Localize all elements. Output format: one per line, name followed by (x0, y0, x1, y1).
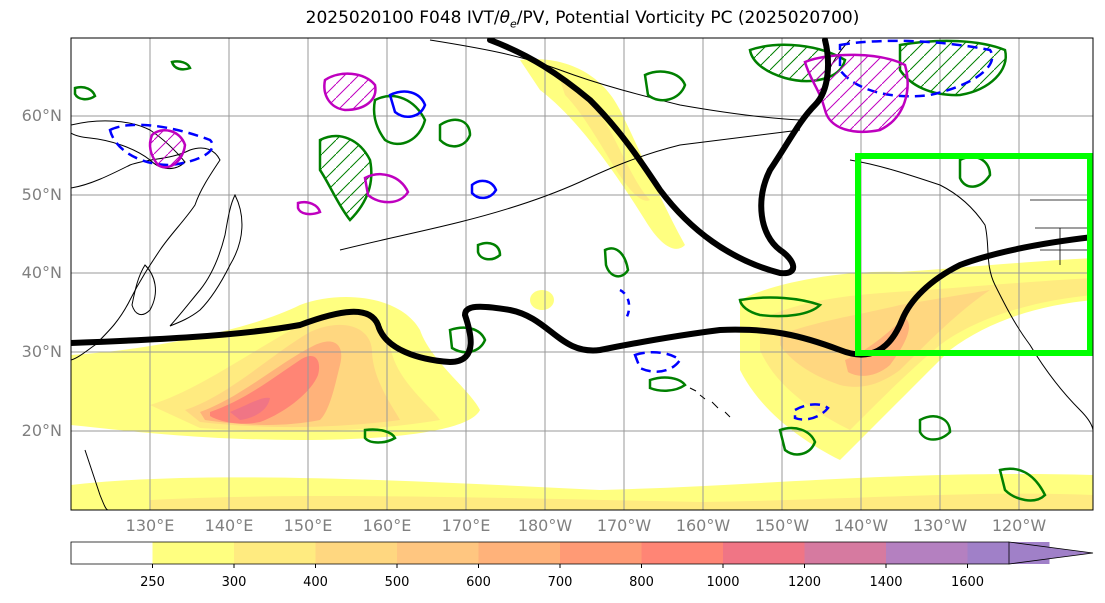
coastline-kamchatka (71, 120, 186, 169)
lat-label: 20°N (21, 421, 62, 440)
colorbar-segment (723, 542, 805, 564)
jet-contour (71, 38, 1093, 366)
colorbar-label: 1600 (950, 575, 985, 590)
map-area (71, 38, 1093, 510)
pv-green-contour (73, 85, 97, 101)
pv-green-contour (438, 118, 472, 148)
colorbar-segment (560, 542, 642, 564)
pv-green-contour (643, 70, 687, 102)
colorbar-label: 400 (303, 575, 328, 590)
colorbar-label: 1400 (869, 575, 903, 590)
title-prefix: 2025020100 F048 IVT/ (305, 8, 500, 28)
colorbar-label: 1200 (787, 575, 822, 590)
colorbar-label: 250 (140, 575, 165, 590)
lon-label: 170°E (441, 516, 491, 535)
lon-label: 150°W (754, 516, 810, 535)
pv-green-contour (170, 60, 192, 71)
highlight-box (855, 153, 1093, 356)
lon-label: 170°W (596, 516, 652, 535)
pv-blue-contour (793, 403, 830, 421)
lon-label: 140°E (204, 516, 254, 535)
ivt-west-core (210, 355, 320, 424)
colorbar-segment (234, 542, 316, 564)
colorbar-segment (804, 542, 887, 564)
colorbar-segment (315, 542, 398, 564)
pv-green-contour (372, 94, 427, 146)
ivt-alaska-streak (520, 59, 685, 249)
lat-label: 50°N (21, 185, 62, 204)
pv-magenta-contour (148, 129, 187, 169)
pv-blue-contour (108, 123, 214, 167)
lat-label: 30°N (21, 342, 62, 361)
colorbar-segment (886, 542, 968, 564)
coastline-asia (71, 147, 221, 361)
pv-green-contour (603, 247, 630, 278)
lon-label: 130°W (912, 516, 968, 535)
ivt-alaska-streak-core (560, 80, 650, 201)
pv-magenta-contours (148, 53, 909, 216)
coastline-japan (169, 193, 243, 327)
title-suffix: /PV, Potential Vorticity PC (2025020700) (516, 8, 860, 28)
colorbar-label: 700 (547, 575, 573, 590)
colorbar (70, 541, 1094, 568)
pv-magenta-contour (323, 72, 377, 112)
colorbar-label: 300 (221, 575, 247, 590)
pv-blue-contour (633, 351, 682, 373)
pv-contours (73, 39, 1047, 502)
lon-label: 160°E (362, 516, 412, 535)
lon-label: 180°W (517, 516, 573, 535)
title-theta-sub: e (510, 17, 517, 31)
pv-blue-contour (619, 288, 631, 321)
colorbar-label: 1000 (706, 575, 740, 590)
pv-green-contour (898, 39, 1008, 97)
lat-label: 40°N (21, 263, 62, 282)
map-title: 2025020100 F048 IVT/θe/PV, Potential Vor… (0, 8, 1105, 30)
lon-label: 150°E (283, 516, 333, 535)
colorbar-segment (641, 542, 724, 564)
colorbar-label: 500 (384, 575, 410, 590)
coastline-philippines (84, 449, 109, 510)
ivt-mid-small-blob (530, 290, 554, 310)
pv-green-contour (998, 467, 1047, 502)
state-borders (1030, 199, 1093, 265)
lon-label: 130°E (125, 516, 175, 535)
pv-green-contour (448, 326, 487, 354)
lon-label: 160°W (675, 516, 731, 535)
jet-contour-north (487, 38, 831, 277)
colorbar-segment (71, 542, 153, 564)
colorbar-label: 800 (629, 575, 654, 590)
coastline-korea (131, 264, 156, 316)
coastline-north-america (849, 159, 1093, 431)
pv-green-contour (918, 415, 952, 441)
pv-magenta-contour (296, 200, 322, 216)
lon-label: 120°W (991, 516, 1047, 535)
coastline-aleutians (339, 129, 801, 251)
pv-green-contour (363, 428, 397, 444)
ivt-west-peak (230, 397, 270, 420)
colorbar-extend-arrow (1008, 541, 1094, 565)
pv-green-contour (738, 296, 823, 318)
pv-green-contour (778, 426, 817, 456)
lon-label: 140°W (833, 516, 889, 535)
pv-blue-contour (388, 90, 427, 118)
pv-magenta-contour (363, 173, 410, 204)
map-frame (70, 37, 1094, 511)
colorbar-frame (70, 541, 1009, 565)
coastline-hawaii (689, 387, 731, 418)
pv-green-contour (648, 376, 687, 392)
pv-blue-contour (470, 179, 498, 200)
colorbar-segment (152, 542, 235, 564)
ivt-shading (71, 59, 1093, 510)
pv-green-contour (476, 241, 502, 261)
colorbar-segment (397, 542, 479, 564)
title-theta: θ (499, 8, 511, 28)
colorbar-segment (478, 542, 561, 564)
ivt-southern-band-core (150, 493, 1093, 510)
lat-label: 60°N (21, 106, 62, 125)
colorbar-label: 600 (466, 575, 491, 590)
jet-contour-main (71, 234, 1093, 366)
